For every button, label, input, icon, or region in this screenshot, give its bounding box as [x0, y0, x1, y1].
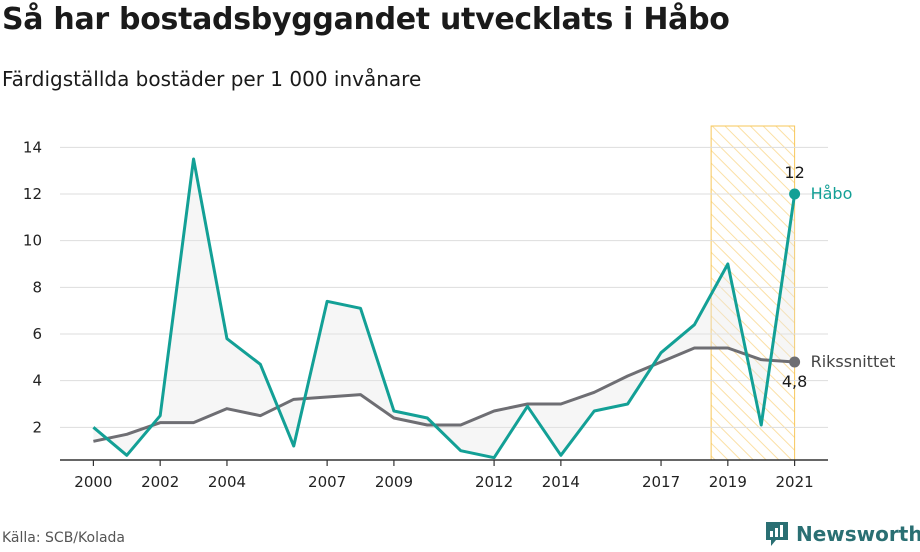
- y-tick-label: 10: [23, 232, 42, 250]
- difference-area: [93, 159, 795, 458]
- x-tick-label: 2009: [375, 473, 413, 491]
- x-tick-label: 2019: [709, 473, 747, 491]
- y-tick-label: 14: [23, 138, 42, 156]
- x-tick-label: 2017: [642, 473, 680, 491]
- newsworthy-logo[interactable]: Newsworthy: [764, 520, 920, 548]
- x-tick-label: 2002: [141, 473, 179, 491]
- end-point-habo: [789, 188, 801, 200]
- logo-text: Newsworthy: [796, 522, 920, 546]
- end-point-rikssnittet: [789, 356, 801, 368]
- y-tick-label: 6: [32, 325, 42, 343]
- series-label-rikssnittet: Rikssnittet: [811, 352, 896, 371]
- series-line-habo: [92, 157, 797, 460]
- x-tick-label: 2021: [776, 473, 814, 491]
- y-tick-label: 12: [23, 185, 42, 203]
- end-value-label-rikssnittet: 4,8: [782, 372, 807, 391]
- y-tick-label: 2: [32, 418, 42, 436]
- series-label-habo: Håbo: [811, 184, 853, 203]
- y-tick-label: 4: [32, 372, 42, 390]
- end-value-label-habo: 12: [784, 163, 804, 182]
- x-tick-label: 2014: [542, 473, 580, 491]
- chart-subtitle: Färdigställda bostäder per 1 000 invånar…: [2, 67, 422, 91]
- newsworthy-logo-icon: [766, 522, 788, 546]
- y-tick-label: 8: [32, 278, 42, 296]
- source-note: Källa: SCB/Kolada: [2, 530, 126, 546]
- x-tick-label: 2000: [74, 473, 112, 491]
- x-tick-label: 2004: [208, 473, 246, 491]
- chart-title: Så har bostadsbyggandet utvecklats i Håb…: [2, 2, 730, 37]
- x-tick-label: 2012: [475, 473, 513, 491]
- series-line-rikssnittet: [93, 346, 795, 443]
- x-tick-label: 2007: [308, 473, 346, 491]
